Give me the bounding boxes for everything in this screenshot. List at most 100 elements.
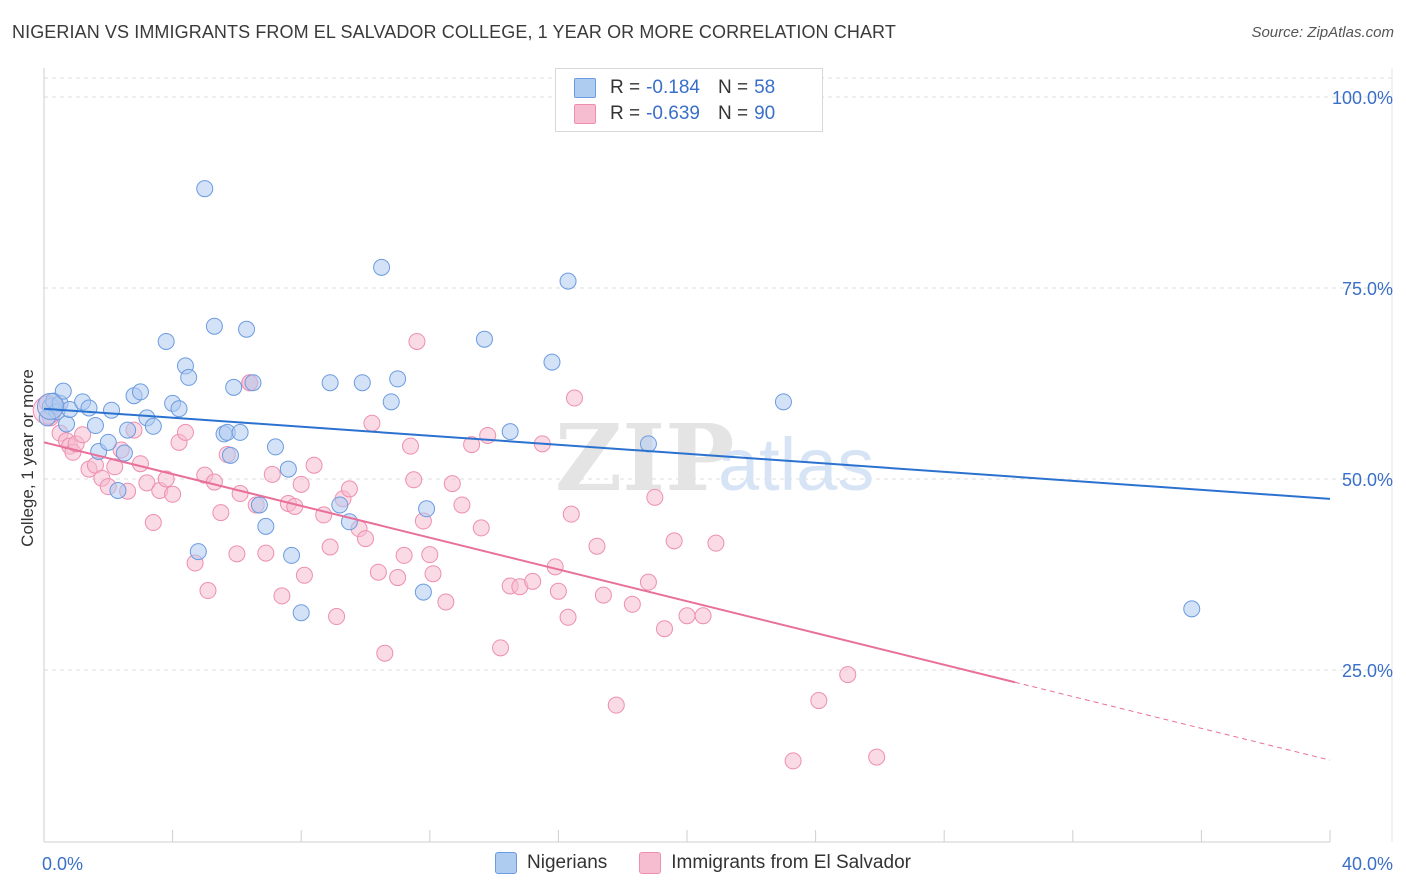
data-point-el-salvador — [607, 696, 625, 714]
x-tick-label-min: 0.0% — [42, 854, 83, 874]
chart-source: Source: ZipAtlas.com — [1251, 24, 1394, 41]
data-point-el-salvador — [707, 534, 725, 552]
data-point-nigerians — [109, 481, 127, 499]
data-point-el-salvador — [273, 587, 291, 605]
data-point-nigerians — [144, 417, 162, 435]
bottom-legend: Nigerians Immigrants from El Salvador — [0, 852, 1406, 874]
data-point-el-salvador — [694, 607, 712, 625]
data-point-nigerians — [238, 320, 256, 338]
data-point-el-salvador — [74, 426, 92, 444]
data-point-el-salvador — [376, 644, 394, 662]
data-point-el-salvador — [408, 332, 426, 350]
data-point-el-salvador — [402, 437, 420, 455]
legend-n-label: N = — [717, 103, 749, 124]
data-point-nigerians — [180, 368, 198, 386]
data-point-nigerians — [119, 421, 137, 439]
data-point-el-salvador — [305, 456, 323, 474]
data-point-el-salvador — [131, 455, 149, 473]
data-point-el-salvador — [472, 519, 490, 537]
data-point-el-salvador — [665, 532, 683, 550]
data-point-el-salvador — [395, 546, 413, 564]
data-point-el-salvador — [389, 569, 407, 587]
legend-r-value: -0.639 — [646, 103, 700, 124]
data-point-el-salvador — [328, 608, 346, 626]
data-point-nigerians — [189, 543, 207, 561]
data-point-nigerians — [205, 317, 223, 335]
data-point-el-salvador — [176, 423, 194, 441]
data-point-el-salvador — [157, 470, 175, 488]
data-point-el-salvador — [623, 595, 641, 613]
data-point-el-salvador — [421, 546, 439, 564]
data-point-el-salvador — [164, 485, 182, 503]
data-point-el-salvador — [212, 504, 230, 522]
watermark-zip: ZIP — [555, 404, 734, 512]
data-point-el-salvador — [559, 608, 577, 626]
data-point-el-salvador — [321, 538, 339, 556]
data-point-el-salvador — [492, 639, 510, 657]
data-point-nigerians — [279, 460, 297, 478]
data-point-nigerians — [475, 330, 493, 348]
data-point-el-salvador — [784, 752, 802, 770]
data-point-el-salvador — [810, 692, 828, 710]
data-point-el-salvador — [678, 607, 696, 625]
data-point-nigerians — [250, 496, 268, 514]
data-point-el-salvador — [363, 414, 381, 432]
data-point-el-salvador — [562, 505, 580, 523]
data-point-nigerians — [58, 415, 76, 433]
data-point-nigerians — [321, 374, 339, 392]
trend-line-el-salvador — [43, 441, 1016, 684]
legend-r-label: R = — [610, 103, 641, 124]
data-point-el-salvador — [292, 475, 310, 493]
data-point-nigerians — [353, 374, 371, 392]
y-tick-label: 100.0% — [1332, 88, 1393, 108]
data-point-nigerians — [157, 332, 175, 350]
legend-label-nigerians: Nigerians — [527, 852, 608, 873]
trend-line-el-salvador-extension — [1014, 681, 1331, 761]
data-point-nigerians — [54, 382, 72, 400]
legend-item-el-salvador[interactable]: Immigrants from El Salvador — [639, 852, 911, 874]
legend-r-label: R = — [610, 77, 641, 98]
data-point-nigerians — [86, 417, 104, 435]
data-point-el-salvador — [839, 666, 857, 684]
data-point-el-salvador — [405, 471, 423, 489]
data-point-el-salvador — [594, 586, 612, 604]
data-point-el-salvador — [424, 565, 442, 583]
data-point-el-salvador — [453, 496, 471, 514]
data-point-el-salvador — [588, 537, 606, 555]
legend-n-value: 90 — [754, 103, 776, 124]
data-point-nigerians — [225, 378, 243, 396]
y-tick-label: 50.0% — [1342, 470, 1393, 490]
grid-lines — [44, 77, 1392, 671]
data-point-el-salvador — [257, 544, 275, 562]
y-tick-label: 25.0% — [1342, 661, 1393, 681]
legend-row-nigerians: R = -0.184 N = 58 — [574, 76, 775, 100]
data-point-el-salvador — [565, 389, 583, 407]
data-point-nigerians — [170, 400, 188, 418]
data-point-nigerians — [103, 401, 121, 419]
legend-r-value: -0.184 — [646, 77, 700, 98]
data-point-nigerians — [283, 546, 301, 564]
data-point-nigerians — [221, 446, 239, 464]
legend-swatch-pink — [639, 852, 662, 874]
x-tick-label-max: 40.0% — [1342, 854, 1393, 874]
y-tick-label: 75.0% — [1342, 279, 1393, 299]
data-point-el-salvador — [524, 572, 542, 590]
data-point-el-salvador — [199, 582, 217, 600]
data-point-nigerians — [331, 496, 349, 514]
legend-swatch-blue — [574, 78, 596, 98]
series-nigerians-points — [36, 180, 1201, 622]
legend-label-el-salvador: Immigrants from El Salvador — [671, 852, 911, 873]
data-point-el-salvador — [144, 514, 162, 532]
legend-n-value: 58 — [754, 77, 776, 98]
data-point-el-salvador — [443, 475, 461, 493]
data-point-nigerians — [80, 399, 98, 417]
data-point-el-salvador — [639, 573, 657, 591]
data-point-el-salvador — [340, 480, 358, 498]
data-point-nigerians — [196, 180, 214, 198]
data-point-nigerians — [382, 393, 400, 411]
legend-item-nigerians[interactable]: Nigerians — [495, 852, 607, 874]
legend-swatch-pink — [574, 104, 596, 124]
data-point-nigerians — [501, 423, 519, 441]
axes — [43, 68, 1393, 843]
